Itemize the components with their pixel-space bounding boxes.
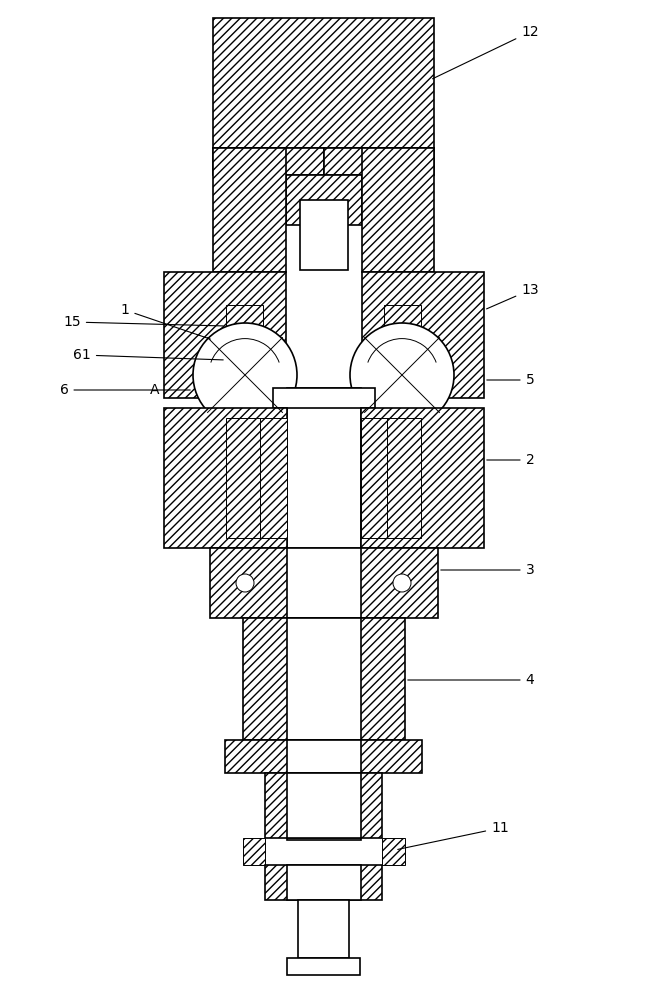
Bar bbox=[210, 548, 438, 618]
Circle shape bbox=[193, 323, 297, 427]
Bar bbox=[287, 388, 361, 840]
Bar bbox=[213, 18, 434, 148]
Text: 13: 13 bbox=[487, 283, 539, 309]
Bar bbox=[287, 548, 361, 618]
Bar bbox=[164, 272, 286, 398]
Text: 4: 4 bbox=[408, 673, 534, 687]
Bar bbox=[265, 865, 382, 900]
Bar bbox=[260, 418, 287, 538]
Bar bbox=[273, 388, 375, 408]
Bar bbox=[362, 272, 484, 398]
Text: 15: 15 bbox=[63, 315, 223, 329]
Bar bbox=[394, 148, 434, 175]
Bar bbox=[226, 305, 263, 362]
Bar bbox=[243, 838, 265, 865]
Bar bbox=[384, 305, 421, 362]
Bar bbox=[213, 148, 253, 175]
Bar bbox=[287, 865, 361, 900]
Bar bbox=[265, 773, 382, 838]
Bar bbox=[287, 618, 361, 740]
Bar bbox=[361, 408, 484, 548]
Bar bbox=[287, 958, 360, 975]
Bar bbox=[253, 148, 324, 175]
Bar bbox=[361, 418, 387, 538]
Bar bbox=[287, 740, 361, 773]
Bar bbox=[324, 148, 394, 175]
Circle shape bbox=[350, 323, 454, 427]
Text: 2: 2 bbox=[487, 453, 534, 467]
Text: 3: 3 bbox=[441, 563, 534, 577]
Circle shape bbox=[393, 574, 411, 592]
Bar bbox=[298, 900, 349, 958]
Bar bbox=[362, 148, 434, 272]
Bar bbox=[382, 838, 405, 865]
Bar bbox=[387, 418, 421, 538]
Bar bbox=[287, 773, 361, 838]
Circle shape bbox=[236, 574, 254, 592]
Text: A: A bbox=[151, 383, 160, 397]
Text: 5: 5 bbox=[487, 373, 534, 387]
Bar bbox=[226, 418, 260, 538]
Bar bbox=[225, 740, 422, 773]
Bar bbox=[300, 200, 348, 270]
Text: 11: 11 bbox=[398, 821, 509, 849]
Text: 61: 61 bbox=[73, 348, 223, 362]
Text: 6: 6 bbox=[60, 383, 190, 397]
Text: 12: 12 bbox=[432, 25, 539, 79]
Bar bbox=[243, 618, 405, 740]
Bar bbox=[213, 148, 286, 272]
Bar bbox=[286, 175, 362, 225]
Bar bbox=[164, 408, 287, 548]
Text: 1: 1 bbox=[121, 303, 210, 339]
